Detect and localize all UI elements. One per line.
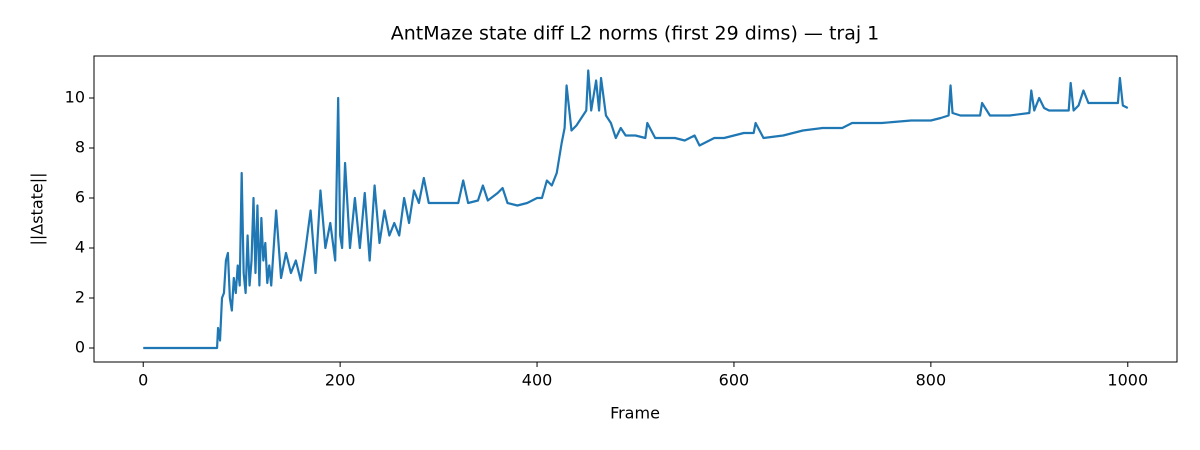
plot-frame bbox=[93, 55, 1178, 363]
x-tick-label: 400 bbox=[522, 371, 553, 390]
y-axis-label: ||Δstate|| bbox=[28, 172, 47, 245]
y-tick-label: 4 bbox=[75, 238, 85, 257]
y-tick-label: 2 bbox=[75, 288, 85, 307]
y-tick-label: 0 bbox=[75, 338, 85, 357]
x-tick-label: 0 bbox=[138, 371, 148, 390]
x-axis-label: Frame bbox=[610, 404, 660, 423]
x-tick-label: 1000 bbox=[1107, 371, 1148, 390]
data-line bbox=[143, 69, 1129, 350]
chart-title: AntMaze state diff L2 norms (first 29 di… bbox=[391, 23, 880, 45]
x-tick-label: 200 bbox=[325, 371, 356, 390]
y-tick-label: 8 bbox=[75, 138, 85, 157]
x-tick-label: 600 bbox=[719, 371, 750, 390]
x-tick-label: 800 bbox=[916, 371, 947, 390]
y-tick-label: 10 bbox=[65, 88, 85, 107]
y-tick-label: 6 bbox=[75, 188, 85, 207]
